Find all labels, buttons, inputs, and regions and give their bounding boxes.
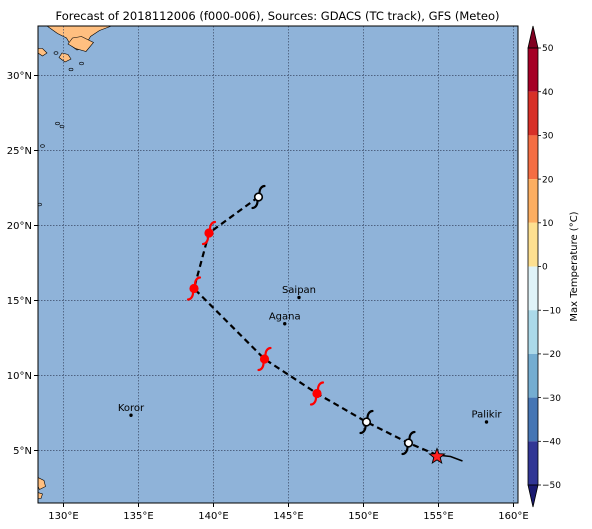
colorbar-tick-label--50: −50 [542,481,561,491]
tick-label-lat-25: 25°N [7,146,32,157]
islet-1 [68,67,74,72]
tick-label-lat-5: 5°N [13,446,32,457]
islet-5 [55,121,60,126]
tick-label-lon-140: 140°E [198,511,228,522]
ocean-background [38,26,518,503]
colorbar-band--50 [528,441,538,485]
colorbar: 50 40 30 20 10 0 −10 −20 −30 −40 −50 Max Temperatur… [527,25,580,508]
colorbar-label: Max Temperature (°C) [569,211,580,321]
islet-4 [40,144,45,148]
tick-label-lat-10: 10°N [7,371,32,382]
map-frame [37,25,519,504]
forecast-storm-icon-2-arm-bottom [186,291,195,301]
place-label-saipan: Saipan [282,285,316,296]
observed-storm-icon-0-eye [403,438,414,448]
observed-storm-icon-2-arm-bottom [251,199,259,210]
tick-label-lon-155: 155°E [423,511,453,522]
colorbar-tick-label--10: −10 [542,306,561,316]
observed-storm-icon-1 [359,409,374,435]
islet-0 [79,61,84,66]
colorbar-tick-label-50: 50 [542,44,554,54]
colorbar-band-20 [528,135,538,180]
map-content: Saipan Agana Koror Palikir [38,26,518,503]
current-position-star-icon [428,447,446,464]
islet-6 [59,124,65,129]
colorbar-band-0 [528,222,538,267]
observed-storm-icon-0 [401,430,416,456]
islet-3 [38,202,42,207]
colorbar-tick-label-10: 10 [542,219,554,229]
forecast-storm-icon-1 [257,346,272,372]
observed-storm-icon-2 [251,184,266,210]
forecast-storm-icon-2-eye [189,283,199,294]
forecast-storm-icon-3-arm-top [208,220,217,231]
place-label-koror: Koror [118,403,145,414]
colorbar-band--10 [528,266,538,311]
place-marker-saipan [297,295,301,300]
forecast-storm-icon-2 [186,276,202,301]
forecast-storm-icon-2-arm-top [193,276,202,286]
forecast-storm-icon-0-arm-bottom [309,396,318,406]
colorbar-tick-label--40: −40 [542,438,561,448]
colorbar-tick-label-0: 0 [542,263,548,273]
place-marker-koror [129,413,133,417]
islet-2 [53,51,59,55]
observed-storm-icon-0-arm-bottom [401,445,409,456]
forecast-storm-icon-3-eye [204,228,214,238]
forecast-storm-icon-0 [309,381,325,406]
place-marker-agana [283,322,287,326]
observed-storm-icon-1-arm-bottom [359,424,367,435]
forecast-storm-icon-0-arm-top [316,381,325,391]
forecast-storm-icon-3-arm-bottom [201,235,210,246]
colorbar-tick-label--20: −20 [542,350,561,360]
land-island-kyushu-south [58,52,72,63]
colorbar-band--40 [528,397,538,442]
colorbar-extend-max [527,25,539,49]
colorbar-tick-label-30: 30 [542,132,554,142]
tick-label-lat-20: 20°N [7,221,32,232]
colorbar-extend-min [527,484,539,508]
land-island-edge-sw [38,492,43,499]
map-area: Saipan Agana Koror Palikir 130°E 135°E 140°E 14… [7,25,529,522]
forecast-storm-icon-0-eye [312,388,322,399]
tick-label-lon-160: 160°E [498,511,528,522]
observed-storm-icon-1-arm-top [366,409,374,420]
tick-label-lon-130: 130°E [48,511,78,522]
colorbar-band--20 [528,310,538,354]
colorbar-band-10 [528,179,538,223]
place-label-palikir: Palikir [472,410,503,421]
observed-storm-icon-0-arm-top [408,430,416,441]
land-island-north-1 [67,36,94,52]
forecast-storm-icon-3 [201,220,217,246]
colorbar-tick-label-20: 20 [542,175,554,185]
tick-label-lat-15: 15°N [7,296,32,307]
tick-label-lon-135: 135°E [123,511,153,522]
forecast-storm-icon-1-eye [259,354,270,364]
colorbar-band-30 [528,91,538,136]
forecast-storm-icon-1-arm-bottom [257,361,265,372]
colorbar-tick-label-40: 40 [542,88,554,98]
colorbar-tick-label--30: −30 [542,394,561,404]
place-label-agana: Agana [269,311,301,322]
colorbar-band--30 [528,353,538,398]
tick-label-lon-145: 145°E [273,511,303,522]
colorbar-band-40 [528,48,538,92]
observed-storm-icon-2-eye [253,192,264,202]
tick-label-lat-30: 30°N [7,71,32,82]
observed-storm-icon-1-eye [361,417,372,427]
place-marker-palikir [484,420,489,424]
land-island-edge-west [38,477,46,490]
observed-storm-icon-2-arm-top [258,184,266,195]
forecast-storm-icon-1-arm-top [264,346,272,357]
tick-label-lon-150: 150°E [348,511,378,522]
map-title: Forecast of 2018112006 (f000-006), Sourc… [55,9,500,23]
land-island-ryukyu [38,48,48,57]
